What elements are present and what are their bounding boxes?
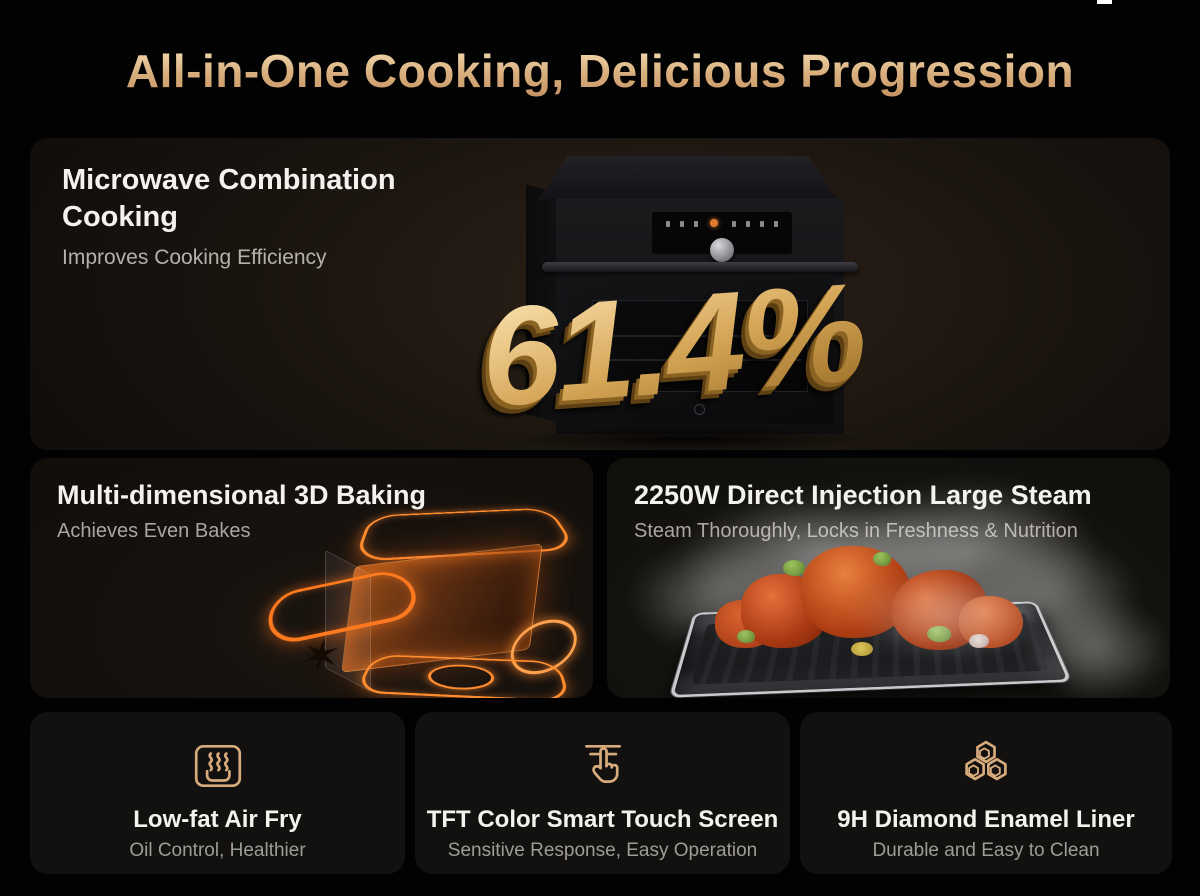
feature-subtitle: Oil Control, Healthier — [129, 840, 306, 861]
baking-title: Multi-dimensional 3D Baking — [57, 480, 427, 510]
garnish — [783, 560, 805, 576]
feature-card-enamel-liner: 9H Diamond Enamel Liner Durable and Easy… — [800, 712, 1172, 874]
enamel-liner-icon — [958, 738, 1014, 794]
oven-door-window — [592, 300, 808, 392]
oven-front-face — [542, 198, 858, 434]
fan-blade-icon: ✶ — [294, 630, 345, 686]
feature-card-touch-screen: TFT Color Smart Touch Screen Sensitive R… — [415, 712, 790, 874]
baking-subtitle: Achieves Even Bakes — [57, 520, 251, 542]
card-3d-baking: Multi-dimensional 3D Baking Achieves Eve… — [30, 458, 593, 698]
panel-power-light — [710, 219, 718, 227]
feature-title: Low-fat Air Fry — [133, 806, 302, 833]
hero-title: Microwave Combination Cooking — [62, 162, 482, 236]
panel-icon — [694, 221, 698, 227]
panel-icon — [746, 221, 750, 227]
feature-title: TFT Color Smart Touch Screen — [426, 806, 779, 833]
panel-icon — [760, 221, 764, 227]
panel-icon — [666, 221, 670, 227]
panel-icon — [774, 221, 778, 227]
air-fry-icon — [190, 738, 246, 794]
panel-icon — [732, 221, 736, 227]
bottom-heating-element — [353, 654, 572, 698]
steaming-seafood-photo — [629, 482, 1170, 698]
feature-title: 9H Diamond Enamel Liner — [837, 806, 1135, 833]
oven-handle — [542, 262, 858, 272]
oven-top-slab — [538, 156, 838, 200]
hero-title-line1: Microwave Combination — [62, 164, 396, 196]
heating-elements-illustration: ✶ — [267, 496, 585, 698]
hero-subtitle: Improves Cooking Efficiency — [62, 246, 327, 269]
panel-icon — [680, 221, 684, 227]
oven-brand-logo — [694, 404, 705, 415]
onion-slice — [969, 634, 989, 648]
page-title: All-in-One Cooking, Delicious Progressio… — [0, 44, 1200, 98]
touch-screen-icon — [575, 738, 631, 794]
feature-subtitle: Durable and Easy to Clean — [872, 840, 1100, 861]
bottom-circle-element — [424, 663, 495, 692]
garnish — [927, 626, 951, 642]
oven-knob — [710, 238, 734, 262]
steam-wisp — [851, 570, 1051, 660]
oven-rack-line — [601, 359, 801, 361]
hero-title-line2: Cooking — [62, 201, 178, 233]
top-edge-white-marker — [1097, 0, 1112, 4]
feature-subtitle: Sensitive Response, Easy Operation — [447, 840, 758, 861]
garnish — [737, 630, 755, 643]
oven-door — [566, 278, 834, 424]
oven-product-image — [498, 144, 878, 450]
oven-control-panel — [652, 212, 792, 262]
oven-rack-line — [601, 335, 801, 337]
lemon-slice — [851, 642, 873, 656]
garnish — [873, 552, 891, 566]
feature-card-air-fry: Low-fat Air Fry Oil Control, Healthier — [30, 712, 405, 874]
seafood-cluster — [715, 530, 1170, 698]
hero-card-microwave-combination: Microwave Combination Cooking Improves C… — [30, 138, 1170, 450]
card-large-steam: 2250W Direct Injection Large Steam Steam… — [607, 458, 1170, 698]
oven-floor-shadow — [508, 426, 868, 450]
steam-wisp — [1021, 600, 1170, 698]
